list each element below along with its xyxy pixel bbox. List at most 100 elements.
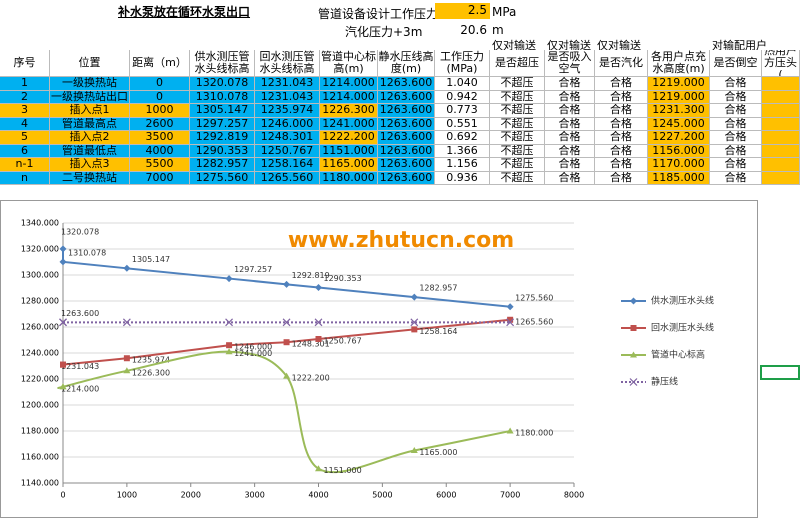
table-cell[interactable]: 插入点1 <box>50 104 130 118</box>
table-cell[interactable]: 合格 <box>710 131 762 145</box>
table-cell[interactable]: 插入点3 <box>50 158 130 172</box>
table-cell[interactable]: 1263.600 <box>378 171 435 185</box>
table-cell[interactable] <box>762 90 800 104</box>
table-cell[interactable]: 1246.000 <box>255 117 320 131</box>
table-cell[interactable]: 合格 <box>595 117 648 131</box>
table-cell[interactable]: 1222.200 <box>320 131 378 145</box>
table-cell[interactable]: 1214.000 <box>320 77 378 91</box>
table-cell[interactable]: 合格 <box>595 104 648 118</box>
table-cell[interactable]: 1241.000 <box>320 117 378 131</box>
table-cell[interactable]: 1 <box>0 77 50 91</box>
column-header[interactable]: 管道中心标高(m) <box>320 50 378 77</box>
table-cell[interactable]: 0.692 <box>435 131 490 145</box>
table-cell[interactable] <box>762 131 800 145</box>
table-cell[interactable]: 0.773 <box>435 104 490 118</box>
table-cell[interactable]: 1275.560 <box>190 171 255 185</box>
table-cell[interactable]: 1292.819 <box>190 131 255 145</box>
table-cell[interactable]: 合格 <box>545 144 595 158</box>
column-header[interactable]: 静水压线高度(m) <box>378 50 435 77</box>
table-cell[interactable]: 1290.353 <box>190 144 255 158</box>
table-cell[interactable]: 1265.560 <box>255 171 320 185</box>
table-cell[interactable]: 1245.000 <box>648 117 710 131</box>
table-cell[interactable]: 1219.000 <box>648 77 710 91</box>
table-cell[interactable]: 0.551 <box>435 117 490 131</box>
table-cell[interactable]: 二号换热站 <box>50 171 130 185</box>
column-header[interactable]: 工作压力(MPa) <box>435 50 490 77</box>
table-cell[interactable]: 不超压 <box>490 144 545 158</box>
table-cell[interactable]: 合格 <box>710 117 762 131</box>
table-cell[interactable]: 1305.147 <box>190 104 255 118</box>
table-cell[interactable]: 1165.000 <box>320 158 378 172</box>
table-cell[interactable]: 1263.600 <box>378 90 435 104</box>
table-cell[interactable]: 1250.767 <box>255 144 320 158</box>
table-cell[interactable]: 1231.300 <box>648 104 710 118</box>
column-header[interactable]: 是否倒空 <box>710 50 762 77</box>
table-cell[interactable]: 合格 <box>710 158 762 172</box>
table-cell[interactable]: 合格 <box>595 171 648 185</box>
table-cell[interactable]: 1185.000 <box>648 171 710 185</box>
table-cell[interactable]: 管道最高点 <box>50 117 130 131</box>
table-cell[interactable]: 合格 <box>545 90 595 104</box>
column-header[interactable]: 是否吸入空气 <box>545 50 595 77</box>
column-header[interactable]: 位置 <box>50 50 130 77</box>
table-cell[interactable]: 1235.974 <box>255 104 320 118</box>
table-cell[interactable]: 7000 <box>130 171 190 185</box>
table-cell[interactable]: 1320.078 <box>190 77 255 91</box>
table-cell[interactable]: 1258.164 <box>255 158 320 172</box>
table-cell[interactable]: 不超压 <box>490 104 545 118</box>
table-cell[interactable]: 不超压 <box>490 77 545 91</box>
table-cell[interactable]: 0 <box>130 77 190 91</box>
table-cell[interactable]: n <box>0 171 50 185</box>
table-cell[interactable]: 1263.600 <box>378 158 435 172</box>
table-cell[interactable]: 1.156 <box>435 158 490 172</box>
table-cell[interactable]: 1214.000 <box>320 90 378 104</box>
table-cell[interactable] <box>762 104 800 118</box>
column-header[interactable]: 序号 <box>0 50 50 77</box>
table-cell[interactable]: 合格 <box>710 90 762 104</box>
table-cell[interactable]: 合格 <box>595 158 648 172</box>
column-header[interactable]: 距离（m） <box>130 50 190 77</box>
table-cell[interactable] <box>762 158 800 172</box>
table-cell[interactable]: 1.040 <box>435 77 490 91</box>
column-header[interactable]: 供水测压管水头线标高 <box>190 50 255 77</box>
selected-cell[interactable] <box>760 365 800 380</box>
pressure-value[interactable]: 2.5 <box>435 3 490 19</box>
table-cell[interactable]: 合格 <box>545 104 595 118</box>
table-cell[interactable]: 不超压 <box>490 90 545 104</box>
table-cell[interactable]: 一级换热站出口 <box>50 90 130 104</box>
table-cell[interactable]: n-1 <box>0 158 50 172</box>
table-cell[interactable]: 1297.257 <box>190 117 255 131</box>
table-cell[interactable]: 2 <box>0 90 50 104</box>
table-cell[interactable]: 合格 <box>545 158 595 172</box>
table-cell[interactable]: 合格 <box>710 171 762 185</box>
table-cell[interactable]: 1219.000 <box>648 90 710 104</box>
table-cell[interactable]: 1151.000 <box>320 144 378 158</box>
table-cell[interactable] <box>762 77 800 91</box>
table-cell[interactable]: 1170.000 <box>648 158 710 172</box>
table-cell[interactable]: 3 <box>0 104 50 118</box>
table-cell[interactable]: 1.366 <box>435 144 490 158</box>
column-header[interactable]: 回水测压管水头线标高 <box>255 50 320 77</box>
table-cell[interactable]: 5 <box>0 131 50 145</box>
table-cell[interactable] <box>762 117 800 131</box>
table-cell[interactable]: 1231.043 <box>255 90 320 104</box>
column-header[interactable]: 热用户方压头( <box>762 50 800 77</box>
table-cell[interactable]: 1000 <box>130 104 190 118</box>
table-cell[interactable]: 1282.957 <box>190 158 255 172</box>
table-cell[interactable]: 0.936 <box>435 171 490 185</box>
table-cell[interactable]: 不超压 <box>490 171 545 185</box>
table-cell[interactable]: 1263.600 <box>378 77 435 91</box>
table-cell[interactable]: 合格 <box>595 131 648 145</box>
table-cell[interactable]: 1263.600 <box>378 144 435 158</box>
table-cell[interactable]: 合格 <box>595 144 648 158</box>
table-cell[interactable]: 0.942 <box>435 90 490 104</box>
table-cell[interactable]: 4 <box>0 117 50 131</box>
table-cell[interactable] <box>762 171 800 185</box>
table-cell[interactable]: 4000 <box>130 144 190 158</box>
table-cell[interactable]: 不超压 <box>490 158 545 172</box>
table-cell[interactable]: 合格 <box>545 171 595 185</box>
table-cell[interactable]: 1263.600 <box>378 104 435 118</box>
table-cell[interactable]: 管道最低点 <box>50 144 130 158</box>
table-cell[interactable]: 合格 <box>545 77 595 91</box>
table-cell[interactable]: 1263.600 <box>378 117 435 131</box>
